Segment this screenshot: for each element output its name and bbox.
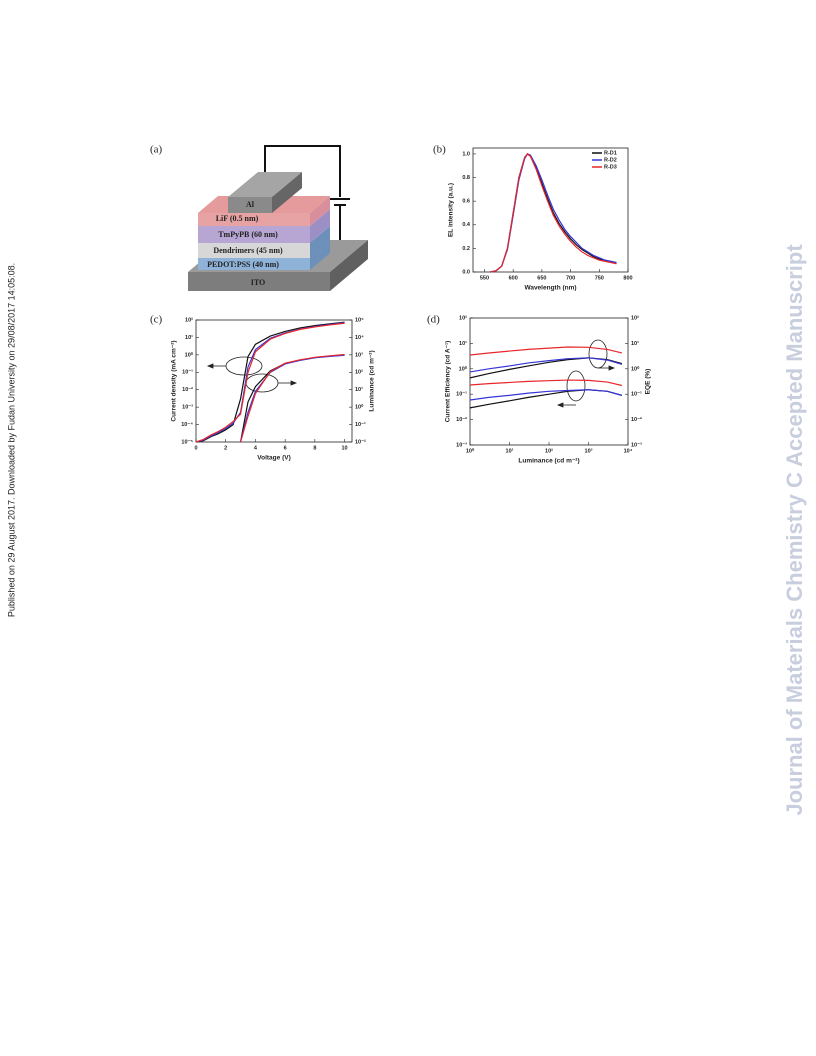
y-axis-label: Current Efficiency (cd A⁻¹) (445, 341, 452, 423)
x-tick-label: 8 (313, 445, 316, 451)
y2-tick-label: 10⁰ (631, 365, 640, 372)
y2-tick-label: 10² (355, 369, 363, 376)
y-tick-label: 10⁻¹ (182, 369, 193, 376)
device-diagram: Al LiF (0.5 nm) TmPyPB (60 nm) Dendrimer… (188, 145, 368, 291)
y-tick-label: 0.2 (462, 246, 470, 252)
x-tick-label: 0 (194, 445, 197, 451)
plot-frame (195, 319, 353, 443)
x-tick-label: 2 (224, 445, 227, 451)
y-tick-label: 10² (185, 316, 193, 323)
y-tick-label: 10¹ (185, 334, 193, 341)
y-tick-label: 10⁻³ (182, 404, 193, 411)
y2-tick-label: 10⁵ (355, 317, 364, 323)
x-tick-label: 10² (545, 447, 553, 454)
layer-label: LiF (0.5 nm) (216, 214, 259, 223)
x-tick-label: 700 (566, 275, 575, 281)
x-tick-label: 550 (480, 275, 489, 281)
x-axis-label: Luminance (cd m⁻²) (518, 458, 579, 465)
y-tick-label: 10⁰ (459, 365, 468, 372)
x-tick-label: 600 (509, 275, 518, 281)
y-tick-label: 0.4 (462, 222, 471, 228)
series-line (195, 322, 345, 443)
x-axis-label: Wavelength (nm) (524, 285, 576, 292)
series-line (195, 322, 345, 443)
panel-label: (d) (427, 314, 440, 326)
series-line (490, 153, 617, 273)
series-line (469, 389, 623, 409)
x-tick-label: 650 (537, 275, 546, 281)
y2-tick-label: 10¹ (355, 386, 363, 393)
y2-tick-label: 10⁰ (355, 404, 364, 411)
x-tick-label: 10 (342, 445, 348, 451)
x-tick-label: 4 (254, 445, 258, 451)
series-line (469, 346, 623, 356)
x-tick-label: 10⁰ (466, 447, 475, 454)
plot-frame (472, 147, 629, 273)
y-tick-label: 0.6 (462, 199, 470, 205)
series-line (239, 354, 345, 443)
y-tick-label: 1.0 (462, 151, 470, 157)
x-tick-label: 10⁴ (624, 448, 633, 454)
y-tick-label: 10⁰ (185, 351, 194, 358)
legend-label: R-D3 (604, 164, 617, 170)
y-tick-label: 10⁻² (182, 386, 193, 393)
series-line (469, 389, 623, 401)
y2-tick-label: 10⁻¹ (631, 391, 642, 398)
panel-label: (c) (150, 314, 163, 326)
y-tick-label: 10¹ (459, 340, 467, 347)
y2-tick-label: 10³ (355, 351, 363, 358)
y2-tick-label: 10¹ (631, 340, 639, 347)
y-tick-label: 10⁻⁴ (181, 422, 193, 428)
y-tick-label: 0.0 (462, 269, 470, 275)
y-tick-label: 10² (459, 314, 467, 321)
y2-axis-label: Luminance (cd m⁻²) (369, 350, 376, 411)
y-tick-label: 10⁻² (456, 416, 467, 423)
series-line (469, 379, 623, 387)
legend-label: R-D1 (604, 150, 617, 156)
x-tick-label: 800 (623, 275, 632, 281)
x-tick-label: 10¹ (506, 447, 514, 454)
layer-label: Al (246, 200, 255, 209)
panel-label: (b) (433, 144, 446, 156)
layer-label: PEDOT:PSS (40 nm) (207, 260, 279, 269)
panel-label: (a) (150, 144, 163, 156)
layer-label: Dendrimers (45 nm) (213, 246, 283, 255)
annotation (206, 339, 616, 408)
legend-label: R-D2 (604, 157, 617, 163)
y-axis-label: Current density (mA cm⁻²) (171, 340, 178, 421)
series-line (239, 354, 345, 443)
series-line (239, 353, 345, 443)
layer-label: TmPyPB (60 nm) (218, 230, 278, 239)
x-tick-label: 10³ (585, 447, 593, 454)
y2-tick-label: 10⁻¹ (355, 421, 366, 428)
y-axis-label: EL intensity (a.u.) (448, 183, 455, 237)
y-tick-label: 10⁻¹ (456, 391, 467, 398)
series-line (195, 321, 345, 443)
layer-label: ITO (251, 278, 266, 287)
x-tick-label: 750 (595, 275, 604, 281)
y-tick-label: 10⁻⁵ (181, 439, 193, 445)
y2-tick-label: 10⁻³ (631, 441, 642, 448)
x-axis-label: Voltage (V) (257, 455, 290, 462)
watermark: Journal of Materials Chemistry C Accepte… (782, 244, 807, 816)
side-note: Published on 29 August 2017. Downloaded … (6, 263, 16, 617)
y2-tick-label: 10⁻² (355, 438, 366, 445)
y2-tick-label: 10⁻² (631, 416, 642, 423)
x-tick-label: 6 (284, 445, 287, 451)
y-tick-label: 0.8 (462, 175, 470, 181)
y2-tick-label: 10² (631, 314, 639, 321)
series-line (490, 153, 617, 273)
y-tick-label: 10⁻³ (456, 441, 467, 448)
y2-axis-label: EQE (%) (645, 369, 652, 395)
series-line (469, 357, 623, 373)
y2-tick-label: 10⁴ (355, 335, 364, 341)
